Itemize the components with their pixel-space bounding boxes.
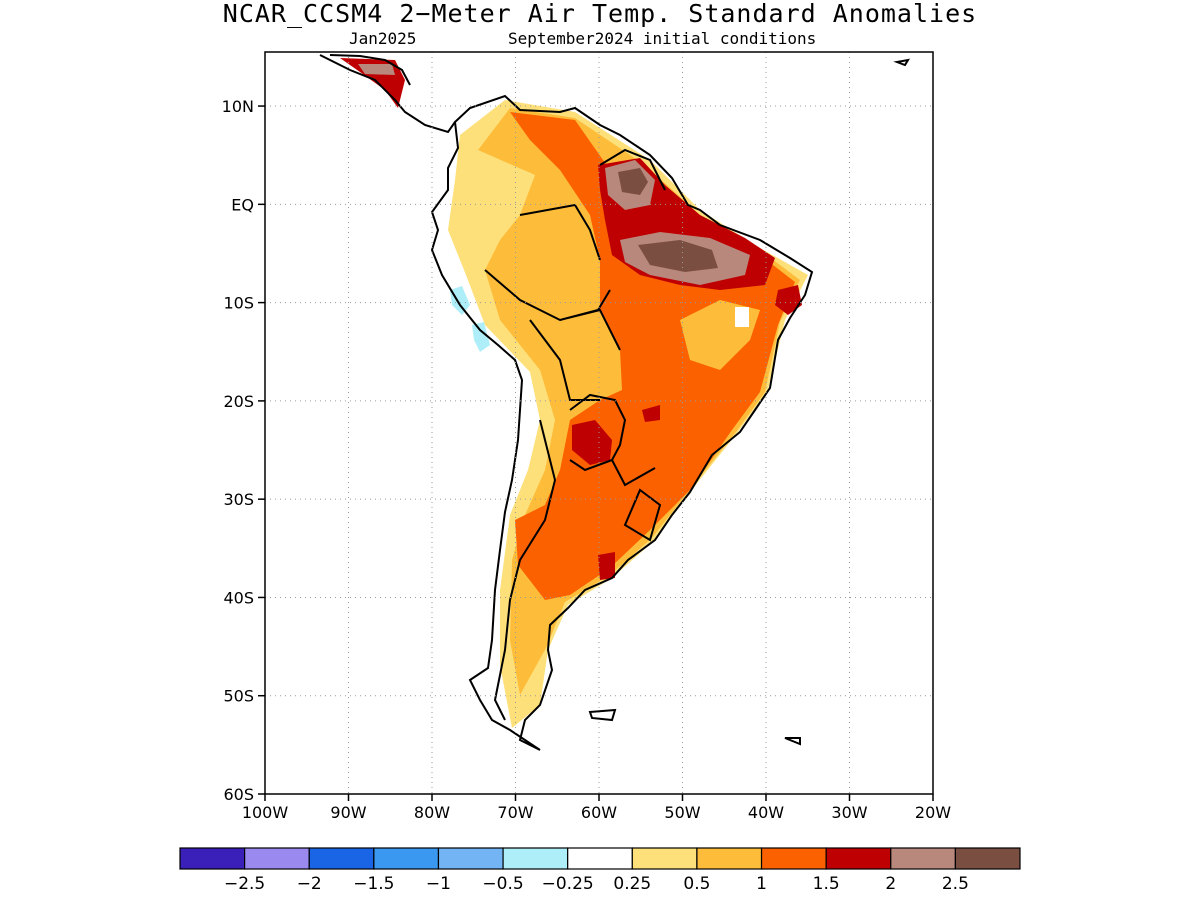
- field-2-central-america: [358, 64, 395, 75]
- lon-label: 40W: [748, 803, 784, 822]
- lon-label: 90W: [330, 803, 366, 822]
- valid-month: Jan2025: [349, 29, 417, 48]
- colorbar-swatch: [825, 847, 892, 870]
- field-1: [510, 112, 795, 600]
- lon-label: 70W: [497, 803, 533, 822]
- colorbar-swatch: [308, 847, 375, 870]
- field-25-north: [618, 168, 648, 195]
- lon-label: 30W: [831, 803, 867, 822]
- coastlines: [319, 54, 910, 751]
- colorbar-swatch: [437, 847, 504, 870]
- colorbar-swatch: [373, 847, 440, 870]
- colorbar-label: 2.5: [942, 874, 969, 894]
- chart-title: NCAR_CCSM4 2−Meter Air Temp. Standard An…: [222, 0, 978, 28]
- colorbar-label: −1: [426, 874, 451, 894]
- colorbar-label: −1.5: [353, 874, 394, 894]
- islands: [588, 58, 910, 746]
- field-15-sp: [642, 405, 660, 422]
- lat-label: 10S: [223, 294, 254, 313]
- anomaly-fields: [340, 58, 812, 730]
- colorbar-label: −0.5: [482, 874, 523, 894]
- colorbar-swatch: [567, 847, 633, 870]
- colorbar: −2.5 −2 −1.5 −1 −0.5 −0.25 0.25 0.5 1 1.5 2 2.5: [179, 847, 1021, 894]
- lat-label: 60S: [223, 785, 254, 804]
- colorbar-label: 2: [885, 874, 896, 894]
- colorbar-swatch: [179, 847, 246, 870]
- colorbar-swatch: [760, 847, 827, 870]
- colorbar-label: 1.5: [813, 874, 840, 894]
- colorbar-label: 0.25: [613, 874, 651, 894]
- lat-label: 30S: [223, 490, 254, 509]
- field-25-amazon: [638, 240, 718, 272]
- lon-label: 20W: [915, 803, 951, 822]
- colorbar-swatch: [502, 847, 569, 870]
- country-borders: [484, 148, 666, 721]
- field-15-argentina: [598, 552, 615, 580]
- field-15-paraguay: [572, 420, 612, 465]
- colorbar-swatch: [890, 847, 956, 870]
- colorbar-label: 1: [756, 874, 767, 894]
- colorbar-swatch: [631, 847, 698, 870]
- colorbar-swatch: [696, 847, 763, 870]
- colorbar-label: 0.5: [683, 874, 710, 894]
- colorbar-label: −2: [297, 874, 322, 894]
- field-15-brazil-east: [775, 285, 802, 315]
- colorbar-label: −0.25: [542, 874, 594, 894]
- south-america-coast: [430, 94, 814, 751]
- field-neg025-b: [472, 322, 490, 352]
- lat-label: 40S: [223, 588, 254, 607]
- lat-label: 10N: [222, 97, 254, 116]
- lat-label: 20S: [223, 392, 254, 411]
- lat-label: 50S: [223, 687, 254, 706]
- lon-label: 100W: [242, 803, 289, 822]
- gridlines: [265, 52, 933, 794]
- lat-label: EQ: [231, 195, 254, 214]
- lon-label: 80W: [414, 803, 450, 822]
- lon-label: 60W: [581, 803, 617, 822]
- field-white-patch: [735, 307, 749, 327]
- initial-conditions: September2024 initial conditions: [508, 29, 817, 48]
- field-neg025-a: [450, 286, 470, 315]
- lon-label: 50W: [664, 803, 700, 822]
- colorbar-swatch: [954, 847, 1021, 870]
- colorbar-swatch: [244, 847, 310, 870]
- colorbar-label: −2.5: [224, 874, 265, 894]
